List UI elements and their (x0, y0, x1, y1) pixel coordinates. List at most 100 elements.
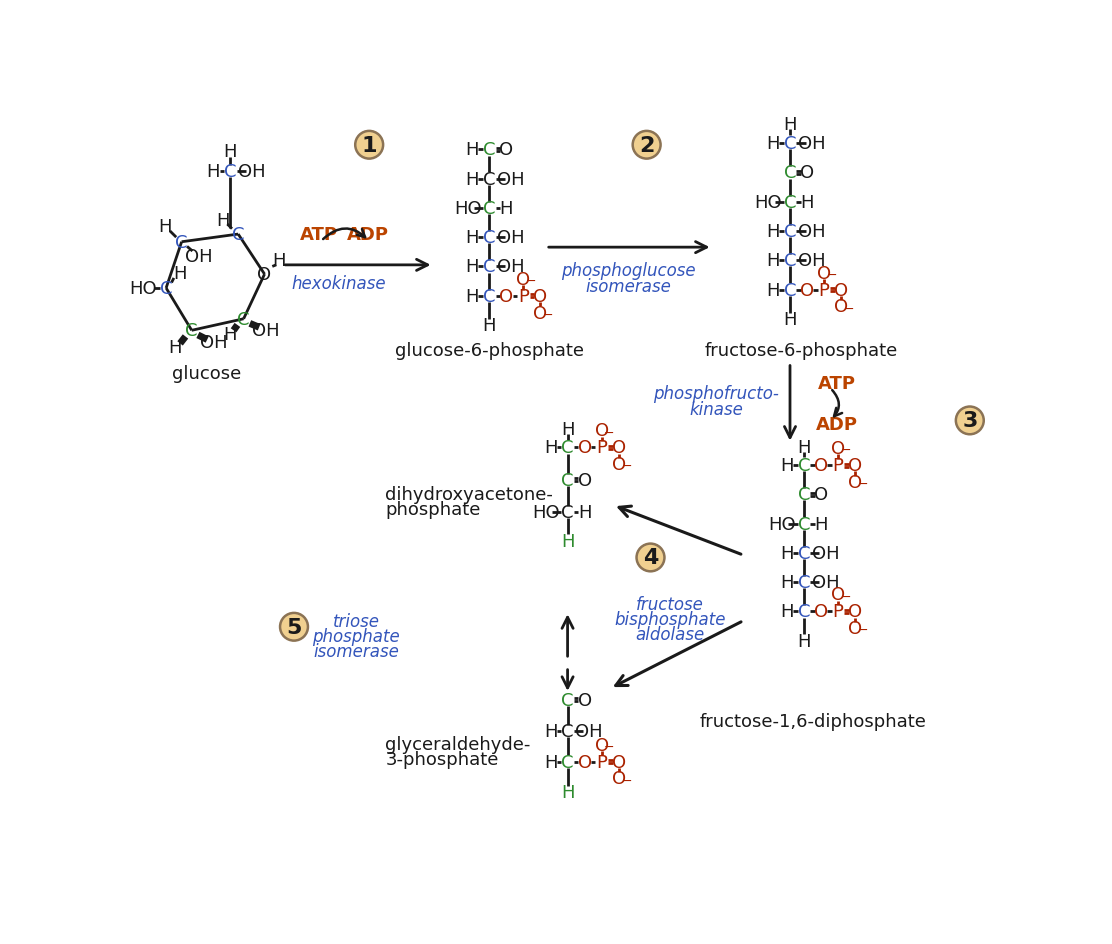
Text: P: P (518, 287, 529, 305)
Text: OH: OH (798, 223, 825, 241)
Text: OH: OH (576, 722, 603, 740)
Text: C: C (483, 142, 496, 160)
Text: O: O (534, 304, 547, 322)
Text: H: H (781, 457, 794, 475)
Text: O: O (577, 439, 592, 457)
Circle shape (636, 544, 665, 572)
Text: O: O (516, 270, 530, 289)
Text: H: H (781, 602, 794, 621)
Text: O: O (834, 298, 848, 316)
Text: C: C (176, 233, 188, 251)
Text: O: O (534, 287, 547, 305)
Text: C: C (784, 194, 796, 211)
Text: H: H (781, 574, 794, 592)
Text: aldolase: aldolase (635, 626, 705, 644)
Text: O: O (831, 586, 845, 604)
Text: H: H (544, 752, 557, 770)
Text: OH: OH (497, 228, 525, 247)
Text: C: C (797, 545, 811, 563)
Text: O: O (814, 602, 828, 621)
Text: H: H (801, 194, 814, 211)
Text: O: O (817, 264, 831, 282)
Text: C: C (784, 252, 796, 270)
Text: C: C (562, 503, 574, 521)
Text: OH: OH (185, 247, 212, 265)
Text: O: O (612, 439, 626, 457)
Text: HO: HO (754, 194, 782, 211)
Text: C: C (483, 228, 496, 247)
Text: triose: triose (332, 612, 379, 630)
Text: H: H (781, 545, 794, 563)
Text: H: H (499, 200, 513, 218)
Text: H: H (466, 228, 479, 247)
Text: −: − (844, 302, 854, 315)
Text: OH: OH (251, 321, 279, 339)
Text: H: H (466, 258, 479, 276)
Text: H: H (168, 339, 181, 357)
Text: H: H (483, 316, 496, 334)
Text: OH: OH (497, 258, 525, 276)
Text: C: C (232, 226, 245, 244)
Text: phosphate: phosphate (386, 500, 480, 518)
Text: isomerase: isomerase (586, 278, 672, 295)
Text: O: O (848, 457, 862, 475)
Text: H: H (814, 515, 827, 533)
Text: H: H (207, 162, 220, 180)
Text: O: O (595, 422, 608, 440)
Text: isomerase: isomerase (314, 643, 399, 661)
Text: P: P (833, 602, 844, 621)
Text: H: H (466, 142, 479, 160)
Text: C: C (562, 722, 574, 740)
Text: H: H (578, 503, 592, 521)
Text: kinase: kinase (689, 400, 743, 418)
Text: O: O (612, 769, 626, 787)
Text: H: H (560, 784, 574, 801)
Text: H: H (466, 171, 479, 189)
Text: O: O (848, 619, 862, 637)
Text: C: C (225, 162, 237, 180)
Text: H: H (271, 252, 286, 270)
Text: −: − (526, 275, 536, 288)
Text: H: H (466, 287, 479, 305)
Text: O: O (258, 266, 271, 284)
Text: 3: 3 (962, 411, 977, 431)
Text: C: C (784, 223, 796, 241)
Text: H: H (560, 532, 574, 550)
Text: glucose-6-phosphate: glucose-6-phosphate (395, 341, 584, 359)
Text: fructose-6-phosphate: fructose-6-phosphate (705, 341, 898, 359)
Text: C: C (797, 515, 811, 533)
Text: C: C (797, 486, 811, 504)
Text: −: − (604, 426, 615, 439)
Text: P: P (596, 752, 607, 770)
Text: H: H (783, 311, 797, 329)
Text: −: − (622, 774, 632, 786)
Text: O: O (831, 440, 845, 458)
Text: O: O (577, 752, 592, 770)
Text: HO: HO (129, 279, 157, 297)
Text: O: O (800, 164, 814, 182)
Text: C: C (562, 752, 574, 770)
Text: OH: OH (497, 171, 525, 189)
Text: fructose: fructose (636, 595, 704, 613)
Circle shape (956, 407, 984, 435)
Text: −: − (826, 268, 837, 281)
Text: C: C (160, 279, 172, 297)
Text: O: O (577, 471, 592, 489)
Text: H: H (797, 632, 811, 649)
Text: H: H (222, 326, 237, 344)
Text: H: H (173, 264, 187, 282)
Text: 4: 4 (643, 548, 658, 568)
Text: H: H (783, 116, 797, 134)
Text: O: O (577, 691, 592, 709)
Text: 3-phosphate: 3-phosphate (386, 750, 499, 768)
Text: HO: HO (454, 200, 481, 218)
Text: C: C (237, 311, 250, 329)
Text: C: C (562, 439, 574, 457)
Text: OH: OH (798, 252, 825, 270)
Text: H: H (158, 218, 171, 236)
Text: phosphofructo-: phosphofructo- (654, 385, 780, 403)
Text: H: H (544, 722, 557, 740)
Text: ADP: ADP (347, 226, 388, 244)
Text: O: O (499, 142, 514, 160)
Text: H: H (766, 223, 780, 241)
